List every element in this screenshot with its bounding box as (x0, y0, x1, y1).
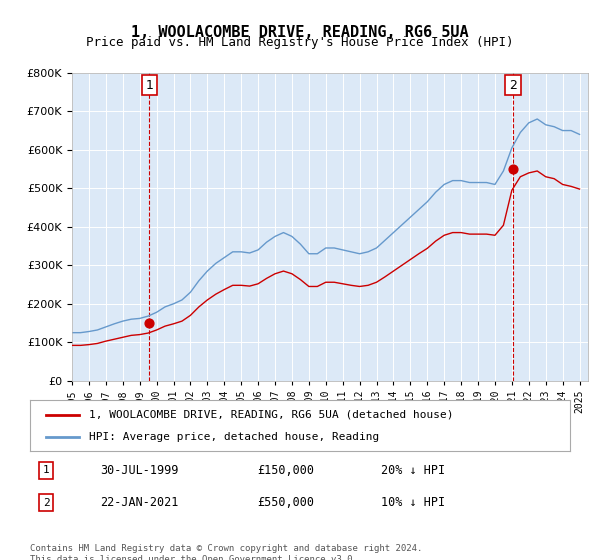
Text: 1: 1 (43, 465, 50, 475)
Text: 10% ↓ HPI: 10% ↓ HPI (381, 496, 445, 509)
Text: 22-JAN-2021: 22-JAN-2021 (100, 496, 179, 509)
Text: £550,000: £550,000 (257, 496, 314, 509)
Text: HPI: Average price, detached house, Reading: HPI: Average price, detached house, Read… (89, 432, 380, 442)
Text: 30-JUL-1999: 30-JUL-1999 (100, 464, 179, 477)
Text: 2: 2 (509, 78, 517, 92)
Text: Price paid vs. HM Land Registry's House Price Index (HPI): Price paid vs. HM Land Registry's House … (86, 36, 514, 49)
Text: Contains HM Land Registry data © Crown copyright and database right 2024.
This d: Contains HM Land Registry data © Crown c… (30, 544, 422, 560)
Text: 1: 1 (146, 78, 154, 92)
Text: 1, WOOLACOMBE DRIVE, READING, RG6 5UA: 1, WOOLACOMBE DRIVE, READING, RG6 5UA (131, 25, 469, 40)
Text: 20% ↓ HPI: 20% ↓ HPI (381, 464, 445, 477)
Text: £150,000: £150,000 (257, 464, 314, 477)
Text: 1, WOOLACOMBE DRIVE, READING, RG6 5UA (detached house): 1, WOOLACOMBE DRIVE, READING, RG6 5UA (d… (89, 409, 454, 419)
Text: 2: 2 (43, 498, 50, 508)
Point (145, 319, 154, 328)
Point (508, 165, 518, 174)
